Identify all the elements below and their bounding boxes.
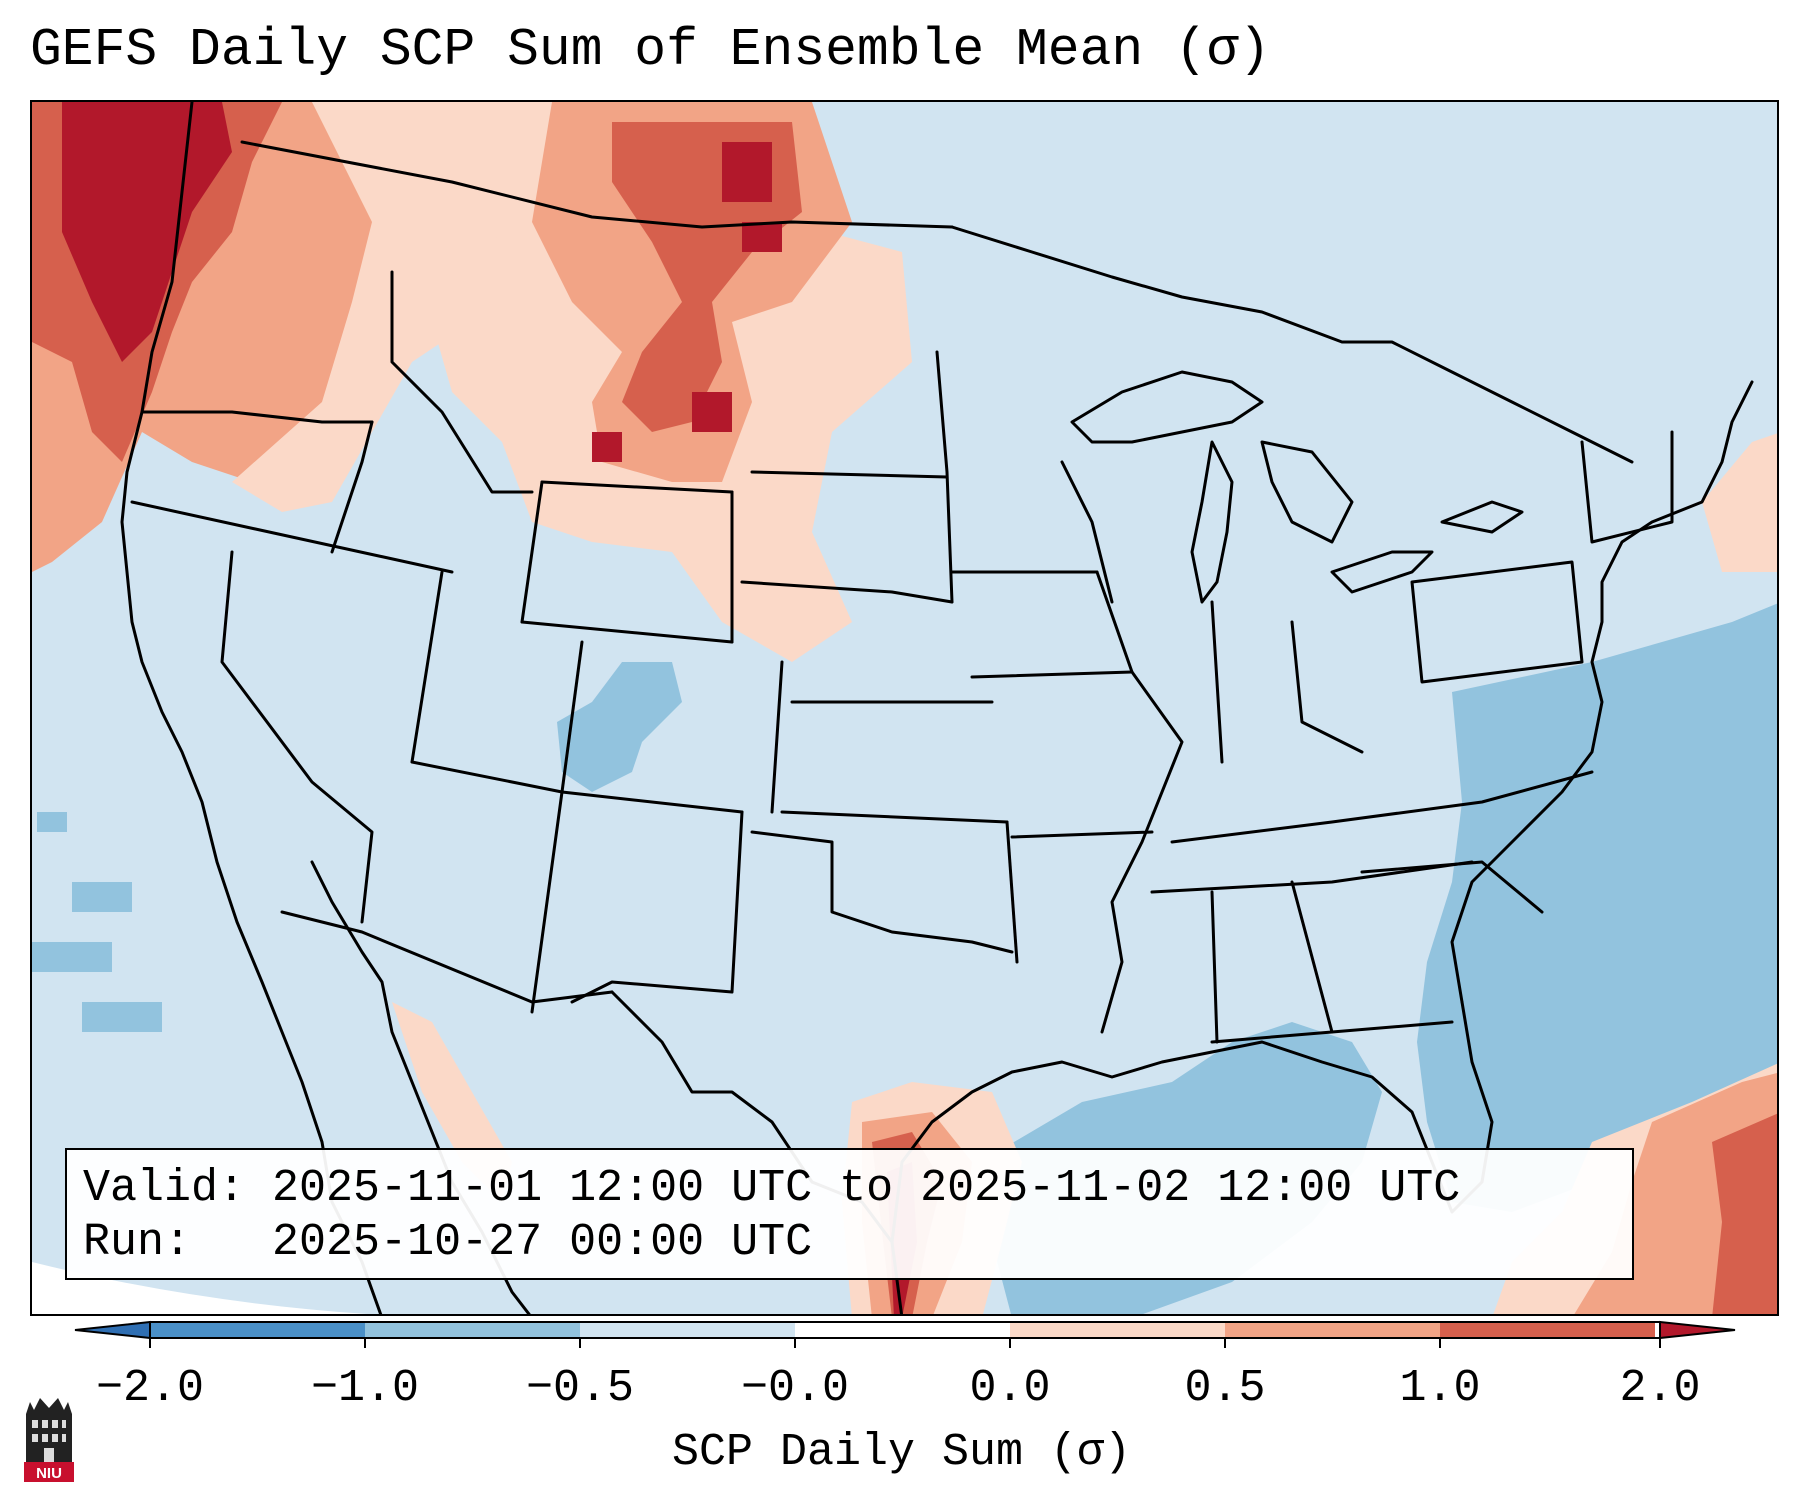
- niu-logo-text: NIU: [36, 1465, 62, 1482]
- domain-edge-bottom-left: [32, 1262, 368, 1314]
- border-wy-south: [520, 620, 734, 644]
- valid-value: 2025-11-01 12:00 UTC to 2025-11-02 12:00…: [272, 1163, 1461, 1214]
- border-wa-or: [140, 410, 374, 424]
- colorbar-svg: −2.0 −1.0 −0.5 −0.0 0.0 0.5 1.0 2.0: [74, 1320, 1736, 1414]
- lake-huron: [1260, 440, 1354, 544]
- lake-superior: [1070, 370, 1264, 444]
- colorbar-tick-label: −1.0: [311, 1363, 419, 1414]
- colorado-low-patch: [557, 662, 682, 792]
- map-canvas: [32, 102, 1777, 1314]
- northern-plains-peaks: [592, 142, 782, 462]
- border-co-east: [770, 660, 784, 814]
- border-ms-al: [1210, 890, 1219, 1044]
- pacific-low-patches: [32, 812, 162, 1032]
- niu-logo: NIU: [24, 1398, 74, 1482]
- colorbar-tick-label: 0.0: [969, 1363, 1050, 1414]
- border-dakota-mn: [935, 350, 954, 604]
- colorbar-tick-label: 1.0: [1399, 1363, 1480, 1414]
- border-ky-tn: [1170, 770, 1594, 844]
- pacific-coastline: [120, 102, 383, 1314]
- border-us-mexico: [280, 910, 614, 1004]
- border-ca-nv: [220, 550, 374, 924]
- border-nv-ut: [410, 570, 444, 764]
- colorbar-tick-label: 2.0: [1619, 1363, 1700, 1414]
- border-mo-south: [1010, 830, 1154, 839]
- colorbar-tick-label: −0.0: [741, 1363, 849, 1414]
- lake-michigan: [1190, 440, 1234, 604]
- caribbean-core: [1712, 1113, 1777, 1314]
- pnw-high-core: [62, 102, 232, 362]
- colorbar-seg-5: [1010, 1322, 1225, 1338]
- colorbar-extend-low: [74, 1320, 151, 1340]
- valid-time-box: Valid: 2025-11-01 12:00 UTC to 2025-11-0…: [65, 1148, 1634, 1280]
- lake-ontario: [1440, 500, 1524, 534]
- border-ut-south: [410, 760, 564, 794]
- colorbar-seg-7: [1440, 1322, 1655, 1338]
- border-ok-north: [750, 830, 1014, 954]
- pnw-light-zone: [232, 102, 592, 512]
- border-mi-wi: [1060, 460, 1114, 604]
- colorbar-seg-3: [580, 1322, 795, 1338]
- border-al-ga: [1290, 880, 1334, 1034]
- border-tn-south: [1150, 860, 1474, 894]
- border-oh: [1290, 620, 1364, 754]
- border-id-mt: [390, 270, 534, 494]
- border-mississippi: [1095, 570, 1184, 1034]
- colorbar-seg-4: [795, 1322, 1010, 1338]
- border-ga-fl: [1210, 1020, 1454, 1044]
- border-co-nm: [560, 790, 744, 814]
- map-title: GEFS Daily SCP Sum of Ensemble Mean (σ): [30, 20, 1271, 80]
- border-sd-ne: [740, 580, 954, 604]
- border-mt-wy: [540, 480, 734, 494]
- map-panel: [30, 100, 1779, 1316]
- new-england-light: [1702, 433, 1777, 572]
- colorbar-seg-6: [1225, 1322, 1440, 1338]
- border-nd-sd: [750, 470, 949, 479]
- border-wy-west: [520, 480, 544, 624]
- map-lines: [120, 102, 1754, 1314]
- colorbar-seg-2: [365, 1322, 580, 1338]
- border-ks-south: [780, 810, 1009, 824]
- run-label: Run:: [83, 1217, 192, 1268]
- border-id-west: [330, 420, 374, 554]
- border-pa: [1410, 560, 1584, 684]
- colorbar-seg-1: [150, 1322, 365, 1338]
- run-value: 2025-10-27 00:00 UTC: [272, 1217, 813, 1268]
- border-ut-co: [560, 640, 584, 794]
- lake-erie: [1330, 550, 1434, 594]
- colorbar: −2.0 −1.0 −0.5 −0.0 0.0 0.5 1.0 2.0: [0, 1318, 1803, 1438]
- atlantic-low-region: [1417, 603, 1777, 1212]
- border-nm-tx: [570, 810, 744, 1004]
- colorbar-extend-high: [1659, 1320, 1736, 1340]
- border-ok-east: [1005, 820, 1019, 964]
- colorbar-tick-label: 0.5: [1184, 1363, 1265, 1414]
- canada-border: [240, 140, 954, 229]
- colorbar-ticks: [149, 1338, 1661, 1348]
- border-or-ca-nv: [130, 500, 454, 574]
- border-az-nm: [530, 790, 564, 1014]
- border-ia-mo: [970, 670, 1134, 679]
- atlantic-coastline: [1450, 380, 1754, 1004]
- border-il-in: [1210, 600, 1224, 764]
- border-carolinas: [1360, 860, 1544, 914]
- colorbar-tick-label: −0.5: [526, 1363, 634, 1414]
- border-ny-ne: [1580, 430, 1674, 544]
- valid-label: Valid:: [83, 1163, 246, 1214]
- colorbar-tick-label: −2.0: [96, 1363, 204, 1414]
- colorbar-frame: [149, 1321, 1661, 1339]
- colorbar-label: SCP Daily Sum (σ): [671, 1427, 1132, 1478]
- great-lakes-border: [950, 225, 1634, 464]
